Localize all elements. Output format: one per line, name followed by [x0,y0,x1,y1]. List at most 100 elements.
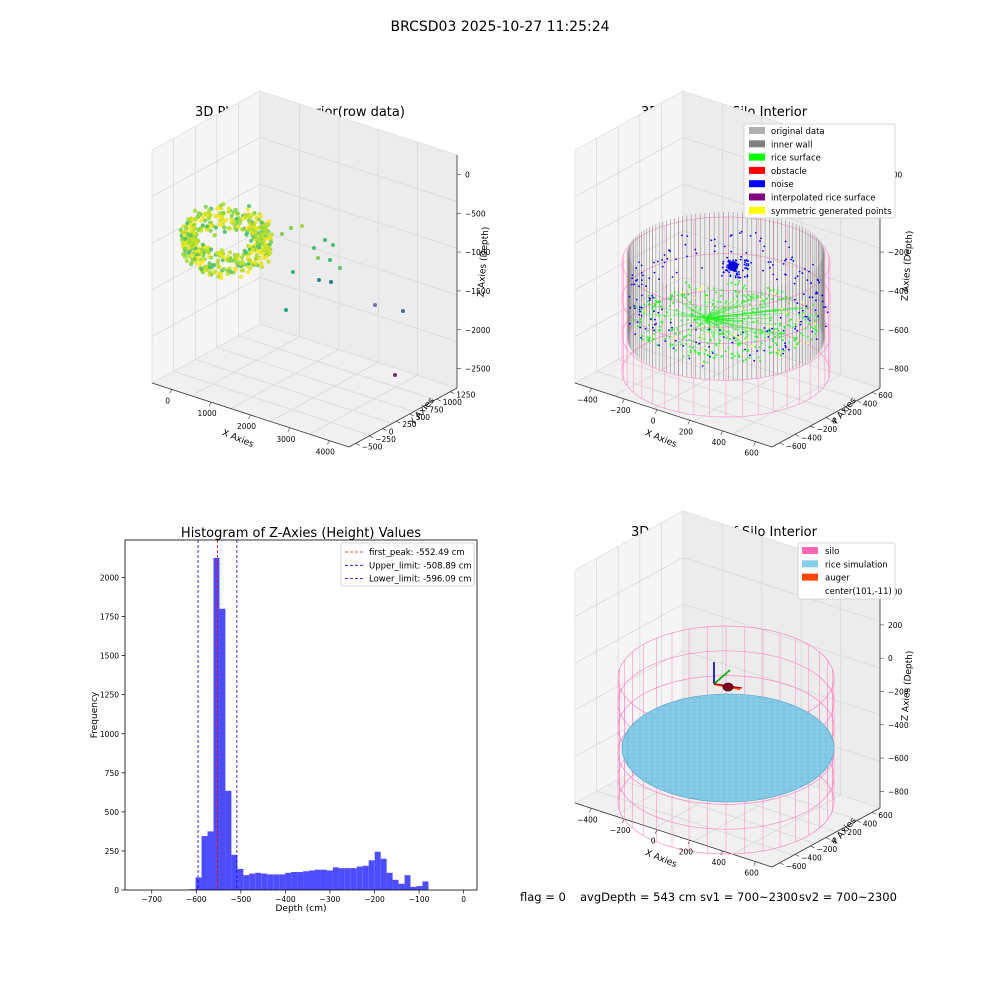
noise-point [788,246,790,249]
y-tick-label: 600 [878,391,893,400]
rice-surface-point [678,332,681,335]
noise-point [682,345,685,347]
noise-point [737,263,740,266]
histogram-bar [350,868,357,891]
rice-surface-point [706,294,709,297]
legend-swatch [802,547,818,554]
raw-point [250,212,255,217]
raw-point [226,269,232,274]
x-tick-label: 0 [461,895,466,904]
rice-surface-point [724,350,727,353]
rice-surface-point [794,323,797,326]
noise-point [640,264,643,267]
z-tick-label: −800 [888,787,909,796]
panel-simulation-auger [713,662,743,692]
noise-point [701,365,704,367]
raw-point [245,207,250,212]
rice-surface-point [814,333,817,336]
raw-point [260,241,265,246]
panel-simulation-xlabel: X Axies [643,848,678,870]
noise-point [772,264,774,266]
raw-point [199,266,204,271]
noise-point [629,307,632,309]
x-tick-label: −200 [364,895,385,904]
noise-point [714,245,716,247]
rice-surface-point [774,335,777,338]
rice-surface-point [769,319,772,322]
rice-surface-point [707,287,710,290]
rice-surface-ray [705,309,786,319]
raw-point [222,225,227,230]
noise-point [738,276,741,279]
rice-surface-point [723,311,726,314]
z-tick-label: −400 [888,721,909,730]
noise-point [730,234,733,237]
rice-surface-point [694,350,697,353]
noise-point [657,311,660,314]
y-tick-label: −200 [817,425,838,434]
noise-point [723,245,726,248]
rice-surface-point [728,307,731,310]
noise-point [640,314,643,317]
noise-point [800,320,802,323]
histogram-bar [261,873,268,890]
noise-point [794,325,797,328]
rice-surface-ray [705,317,749,347]
noise-point [661,308,663,311]
noise-point [651,294,653,297]
rice-surface-point [694,296,696,299]
noise-point [814,309,817,311]
raw-point [192,238,197,243]
noise-point [721,266,724,269]
histogram-bar [356,866,363,890]
rice-surface-point [734,283,737,286]
noise-point [790,258,793,261]
rice-surface-point [774,342,777,345]
rice-surface-point [780,308,783,310]
histogram-bar [207,831,214,890]
z-tick-label: 200 [888,621,903,630]
x-tick-label: −300 [320,895,341,904]
rice-surface-point [724,301,727,304]
raw-outlier-point [316,256,320,260]
raw-point [198,260,203,266]
rice-surface-point [718,342,721,344]
rice-surface-point [775,350,778,353]
rice-surface-point [713,356,716,359]
rice-surface-point [735,295,738,298]
rice-surface-point [653,333,656,336]
raw-point [212,233,217,238]
y-tick-label: 0 [832,837,837,846]
legend-label: noise [771,180,794,190]
rice-surface-point [807,322,810,325]
y-tick-mark [810,845,815,849]
noise-point [779,316,782,319]
raw-point [212,269,218,274]
rice-surface-point [735,306,737,309]
raw-point [233,267,238,272]
rice-surface-point [730,356,733,359]
noise-point [791,256,793,259]
raw-point [259,236,264,241]
noise-point [671,276,674,278]
raw-point [240,227,245,232]
x-tick-label: 3000 [276,435,295,444]
noise-point [695,252,698,255]
rice-surface-point [704,319,707,322]
rice-surface-point [669,343,672,346]
rice-surface-point [699,289,702,292]
rice-surface-point [688,339,691,341]
rice-surface-point [769,352,772,355]
rice-surface-point [640,321,643,324]
rice-surface-point [705,321,708,324]
noise-point [640,337,643,339]
raw-point [179,237,184,242]
rice-surface-point [742,360,745,362]
rice-surface-point [699,306,702,309]
histogram-bar [195,877,202,890]
x-tick-label: −400 [577,395,598,404]
histogram-ylabel: Frequency [90,691,100,738]
rice-surface-point [682,291,685,294]
histogram-bar [344,868,351,891]
noise-point [738,273,741,276]
